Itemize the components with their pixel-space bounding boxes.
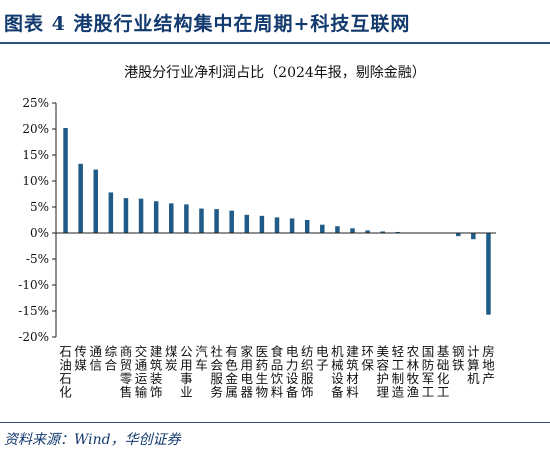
bar	[365, 230, 370, 233]
category-label: 建筑装饰	[150, 344, 163, 400]
y-tick-label: -20%	[18, 330, 49, 344]
y-tick-label: 5%	[30, 200, 49, 214]
y-tick-label: -5%	[26, 252, 49, 266]
bar	[199, 208, 204, 233]
category-label: 综合	[105, 344, 118, 373]
bar	[380, 231, 385, 233]
chart-title: 港股分行业净利润占比（2024年报，剔除金融）	[124, 65, 426, 81]
bar	[184, 204, 189, 233]
category-label: 纺织服饰	[301, 344, 314, 400]
bar	[259, 215, 265, 233]
bar	[471, 233, 476, 240]
bar-chart: -20% -15% -10% -5% 0% 5% 10% 15% 20% 25% 石油石化传媒通信…	[18, 96, 496, 400]
category-label: 机械设备	[331, 344, 344, 400]
y-tick-label: 20%	[22, 122, 49, 136]
bar	[229, 210, 234, 233]
y-tick-label: 10%	[22, 174, 49, 188]
category-label: 食品饮料	[271, 344, 284, 400]
bars	[63, 127, 491, 315]
bar	[244, 214, 250, 233]
category-label: 基础化工	[437, 344, 450, 400]
bar	[486, 233, 491, 315]
source-note: 资料来源：Wind，华创证券	[4, 432, 181, 448]
bar	[335, 226, 340, 233]
category-label: 电子	[316, 344, 329, 373]
category-label: 商贸零售	[120, 344, 133, 400]
category-label: 石油石化	[59, 344, 72, 400]
bar	[169, 203, 174, 233]
category-label: 通信	[90, 344, 103, 373]
category-label: 公用事业	[180, 344, 193, 400]
bar	[63, 127, 68, 233]
category-label: 有色金属	[225, 344, 238, 400]
category-label: 美容护理	[376, 344, 389, 400]
category-label: 钢铁	[452, 344, 465, 373]
title-rule	[0, 42, 550, 44]
category-label: 交通运输	[135, 344, 148, 400]
category-label: 电力设备	[286, 344, 299, 400]
category-label: 国防军工	[422, 344, 435, 400]
y-tick-label: 15%	[22, 148, 49, 162]
bar	[289, 218, 295, 233]
category-label: 医药生物	[256, 344, 269, 400]
bar	[153, 201, 159, 233]
category-label: 家用电器	[241, 344, 254, 400]
bar	[320, 224, 325, 233]
category-labels: 石油石化传媒通信综合商贸零售交通运输建筑装饰煤炭公用事业汽车社会服务有色金属家用…	[59, 344, 495, 400]
bar	[395, 231, 401, 233]
category-label: 建筑材料	[346, 344, 359, 400]
y-tick-label: -15%	[18, 304, 49, 318]
category-label: 煤炭	[165, 344, 178, 373]
figure-header: 图表 4 港股行业结构集中在周期+科技互联网	[0, 0, 550, 44]
bar	[78, 163, 83, 233]
category-label: 农林牧渔	[407, 344, 420, 400]
category-label: 房地产	[482, 344, 495, 386]
y-tick-label: 25%	[22, 96, 49, 110]
category-label: 传媒	[74, 344, 87, 373]
category-label: 汽车	[195, 344, 208, 373]
figure-title: 图表 4 港股行业结构集中在周期+科技互联网	[4, 13, 411, 35]
source-rule	[0, 422, 550, 423]
y-axis-ticks: -20% -15% -10% -5% 0% 5% 10% 15% 20% 25%	[18, 96, 56, 344]
bar	[138, 198, 144, 233]
bar	[455, 233, 461, 237]
category-label: 环保	[361, 344, 374, 373]
category-label: 轻工制造	[392, 344, 405, 400]
bar	[123, 198, 129, 233]
bar	[304, 220, 310, 233]
category-label: 计算机	[467, 344, 480, 386]
bar	[274, 217, 280, 233]
bar	[350, 228, 355, 233]
bar	[214, 209, 219, 233]
y-tick-label: 0%	[30, 226, 49, 240]
bar	[93, 169, 99, 233]
bar	[108, 192, 114, 233]
category-label: 社会服务	[210, 344, 223, 400]
y-tick-label: -10%	[18, 278, 49, 292]
